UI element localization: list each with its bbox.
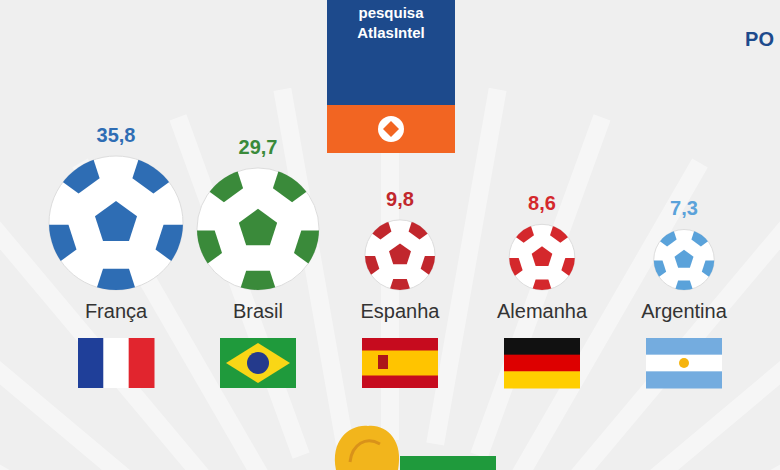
- ray: [589, 301, 780, 470]
- ball-patch: [691, 228, 710, 246]
- flag-stripe: [646, 371, 722, 388]
- ball-patches: [184, 166, 333, 307]
- ball: [34, 154, 197, 309]
- background-rays: [0, 80, 780, 470]
- ray: [0, 301, 191, 470]
- flag-sun: [679, 358, 689, 368]
- ball-patch: [675, 280, 694, 298]
- ball: [647, 228, 721, 298]
- header: pesquisa AtlasIntel: [327, 0, 455, 153]
- trophy-base: [400, 456, 496, 470]
- ball-patch: [532, 246, 553, 266]
- ball-patch: [658, 228, 677, 246]
- category-label: Espanha: [361, 300, 441, 322]
- flag-stripe: [129, 338, 155, 388]
- category-label: França: [85, 300, 148, 322]
- plot: [34, 154, 720, 309]
- ball-patch: [132, 154, 174, 194]
- ball-patch: [647, 261, 666, 279]
- ball-patch: [389, 279, 411, 300]
- data-label: 29,7: [239, 136, 278, 158]
- title: pesquisa AtlasIntel: [357, 4, 425, 41]
- flag-globe: [247, 352, 269, 374]
- header-band: [327, 105, 455, 153]
- flag-stripe: [504, 338, 580, 355]
- ray: [479, 117, 602, 455]
- ball-patch: [550, 223, 571, 243]
- data-label: 9,8: [386, 188, 414, 210]
- trophy-cup: [335, 426, 399, 470]
- ball-patch: [675, 250, 694, 268]
- title-line: pesquisa: [358, 4, 424, 21]
- flag-emblem: [378, 355, 388, 369]
- header-icon-inner: [383, 121, 399, 137]
- ball-patch: [205, 166, 243, 202]
- ray: [615, 390, 780, 470]
- flag-stripe: [103, 338, 129, 388]
- flag: [220, 338, 296, 388]
- ball: [184, 166, 333, 307]
- flag: [646, 338, 722, 389]
- ray: [557, 225, 780, 470]
- ball-patch: [95, 201, 137, 241]
- ball-patch: [357, 256, 379, 277]
- category-label: Alemanha: [497, 300, 588, 322]
- category-label: Brasil: [233, 300, 283, 322]
- flag-stripe: [362, 351, 438, 376]
- labels: 35,8 França 29,7 Brasil 9,8 Espanha 8,6 Alemanh…: [85, 124, 728, 322]
- ball-patch: [273, 166, 311, 202]
- ball-patch: [702, 261, 721, 279]
- flag-diamond: [226, 343, 290, 383]
- ball-patch: [409, 219, 431, 240]
- data-label: 8,6: [528, 192, 556, 214]
- ball-patches: [647, 228, 721, 298]
- ball-patches: [357, 219, 442, 300]
- flag: [78, 338, 155, 388]
- ball: [357, 219, 442, 300]
- flag-stripe: [646, 355, 722, 372]
- ball-patch: [389, 243, 411, 264]
- ball-patch: [502, 258, 523, 278]
- ball-patch: [294, 231, 332, 267]
- trophy: [335, 426, 496, 470]
- ball-patch: [421, 256, 443, 277]
- ball-patch: [184, 231, 222, 267]
- flag-stripe: [504, 371, 580, 388]
- ball: [502, 223, 582, 299]
- ball-patch: [34, 225, 76, 265]
- ball-patch: [156, 225, 198, 265]
- flag: [362, 338, 438, 388]
- annotation: PO: [745, 28, 774, 50]
- data-label: 7,3: [670, 197, 698, 219]
- header-icon: [378, 116, 404, 142]
- ball-patch: [239, 209, 277, 245]
- flag-stripe: [362, 338, 438, 388]
- category-label: Argentina: [641, 300, 727, 322]
- data-label: 35,8: [97, 124, 136, 146]
- header-box: [327, 0, 455, 105]
- flag-field: [220, 338, 296, 388]
- ball-patch: [532, 280, 553, 300]
- title-line: AtlasIntel: [357, 24, 425, 41]
- ball-patch: [561, 258, 582, 278]
- flag: [504, 338, 580, 389]
- ball-patches: [502, 223, 582, 299]
- trophy-detail: [350, 441, 380, 462]
- ball-patches: [34, 154, 197, 309]
- ball-patch: [58, 154, 100, 194]
- ball-patch: [513, 223, 534, 243]
- flag-stripe: [78, 338, 104, 388]
- flag-stripe: [504, 355, 580, 372]
- ball-patch: [369, 219, 391, 240]
- flag-stripe: [646, 338, 722, 355]
- chart: pesquisa AtlasIntel PO 35,8 França 29,7 Brasil…: [0, 0, 780, 470]
- flags: [78, 338, 722, 389]
